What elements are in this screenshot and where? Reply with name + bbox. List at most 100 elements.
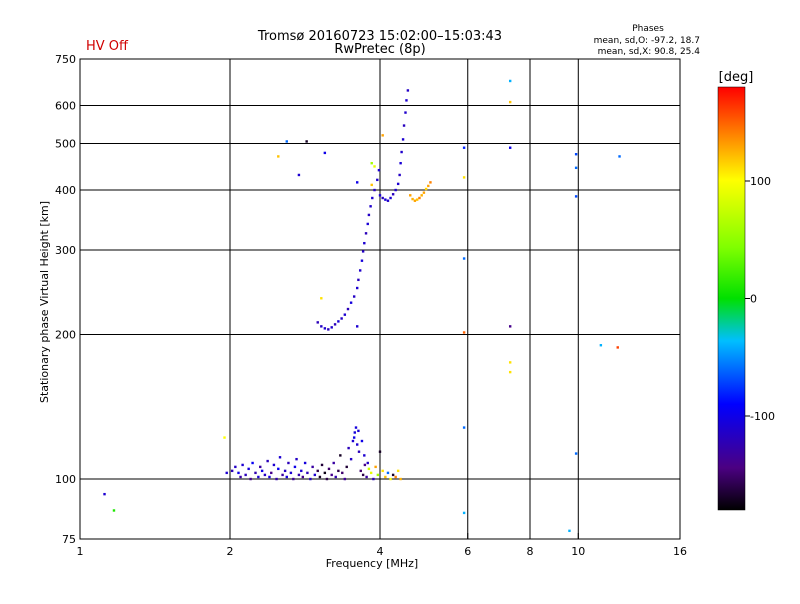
data-point: [325, 477, 329, 481]
data-point: [277, 155, 280, 158]
data-point: [364, 232, 368, 235]
data-point: [462, 146, 466, 149]
data-point: [574, 166, 578, 170]
data-point: [327, 328, 330, 331]
status-label: HV Off: [86, 39, 129, 54]
colorbar-label: [deg]: [719, 70, 754, 85]
data-point: [289, 471, 293, 475]
data-point: [303, 461, 307, 465]
data-point: [306, 471, 309, 475]
data-point: [508, 325, 512, 328]
data-point: [618, 155, 621, 158]
data-point: [353, 431, 356, 434]
data-point: [415, 198, 419, 201]
data-point: [402, 124, 406, 127]
colorbar: [717, 86, 746, 511]
data-point: [316, 469, 319, 473]
y-tick-labels: 75 100 200 300 400 500 600 750: [55, 53, 76, 546]
data-point: [355, 181, 359, 184]
data-point: [270, 471, 273, 475]
data-point: [234, 465, 237, 469]
data-point: [420, 194, 423, 197]
data-point: [347, 446, 350, 450]
data-point: [337, 469, 340, 473]
data-point: [366, 461, 369, 465]
grid-lines: [79, 59, 681, 539]
data-point: [340, 317, 343, 320]
x-tick-label: 4: [377, 545, 384, 558]
data-point: [349, 301, 353, 304]
data-point: [405, 99, 408, 102]
data-point: [376, 473, 380, 477]
data-point: [413, 199, 417, 202]
data-point: [373, 165, 376, 168]
data-point: [422, 191, 426, 194]
data-point: [378, 450, 382, 453]
data-point: [285, 140, 288, 143]
data-point: [259, 465, 262, 469]
data-point: [418, 196, 421, 200]
data-point: [283, 469, 287, 473]
data-point: [354, 426, 358, 429]
data-point: [366, 222, 369, 226]
data-point: [103, 492, 106, 496]
title-line-2: RwPretec (8p): [334, 42, 425, 57]
phases-title: Phases: [632, 24, 664, 34]
data-point: [370, 183, 373, 187]
data-point: [249, 477, 252, 481]
data-point: [343, 313, 347, 316]
data-point: [401, 138, 405, 141]
data-point: [247, 467, 250, 471]
data-point: [355, 325, 359, 328]
data-point: [320, 325, 323, 328]
data-point: [616, 346, 619, 349]
data-point: [330, 473, 333, 477]
data-point: [334, 475, 337, 479]
data-point: [394, 475, 397, 479]
data-point: [363, 454, 366, 457]
data-point: [254, 471, 257, 475]
title-line-1: Tromsø 20160723 15:02:00–15:03:43: [257, 29, 502, 44]
data-point: [391, 193, 395, 196]
data-point: [508, 146, 512, 149]
data-point: [396, 182, 400, 186]
data-point: [355, 286, 359, 290]
data-point: [400, 150, 403, 154]
data-point: [358, 269, 362, 272]
data-point: [277, 467, 280, 471]
data-point: [409, 194, 412, 197]
data-point: [360, 259, 364, 262]
data-point: [341, 471, 344, 475]
data-point: [568, 529, 571, 533]
y-tick-label: 400: [55, 184, 76, 197]
x-tick-labels: 1 2 4 6 8 10 16: [77, 545, 688, 558]
data-point: [404, 111, 407, 114]
data-points: [103, 79, 621, 533]
data-point: [297, 473, 301, 477]
data-point: [378, 194, 382, 197]
data-point: [323, 151, 327, 155]
data-point: [363, 241, 366, 245]
colorbar-tick-label: -100: [750, 410, 775, 423]
y-tick-label: 75: [62, 533, 76, 546]
data-point: [327, 467, 331, 471]
data-point: [574, 195, 578, 198]
data-point: [337, 320, 340, 323]
data-point: [237, 471, 240, 475]
data-point: [406, 89, 410, 92]
data-point: [352, 295, 356, 298]
data-point: [384, 475, 387, 479]
data-point: [285, 475, 288, 479]
data-point: [462, 511, 466, 515]
data-point: [367, 467, 371, 471]
data-point: [272, 463, 276, 467]
data-point: [318, 475, 322, 479]
data-point: [349, 457, 353, 461]
data-point: [396, 469, 400, 473]
data-point: [373, 188, 376, 192]
data-point: [311, 465, 314, 469]
data-point: [330, 326, 333, 329]
data-point: [225, 471, 228, 475]
data-point: [223, 436, 226, 439]
